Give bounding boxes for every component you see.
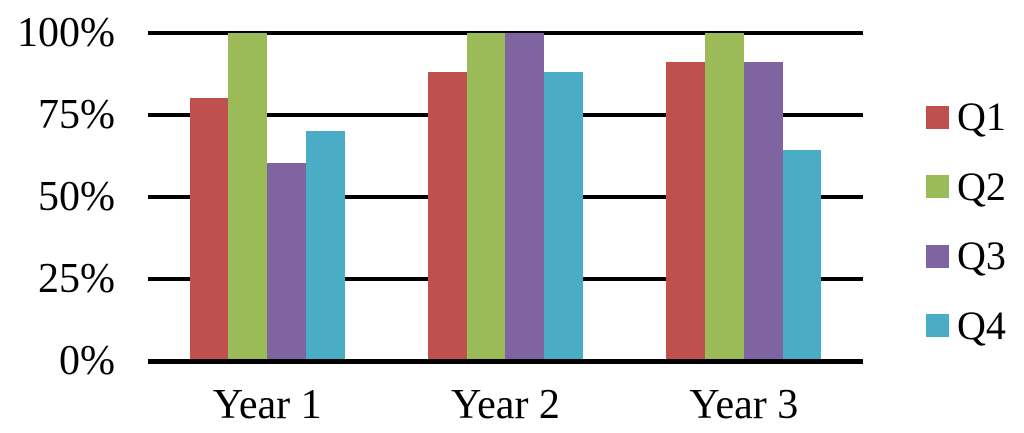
y-tick-label-25: 25% <box>38 256 115 302</box>
bar-q1-year-3 <box>666 62 706 359</box>
legend-item-q2: Q2 <box>926 164 1006 210</box>
bar-q1-year-2 <box>427 72 467 359</box>
x-category-label-year-3: Year 3 <box>689 382 799 428</box>
legend-label-q2: Q2 <box>957 163 1006 209</box>
bar-group-year-2 <box>386 33 624 359</box>
legend-label-q3: Q3 <box>957 233 1006 278</box>
bar-group-year-1 <box>148 33 386 359</box>
bar-q2-year-1 <box>228 33 268 359</box>
legend-swatch-q4 <box>926 314 949 337</box>
x-axis-line <box>148 358 863 364</box>
legend-item-q1: Q1 <box>926 94 1006 140</box>
bar-q3-year-1 <box>267 163 306 359</box>
bar-q2-year-3 <box>705 33 744 359</box>
legend-label-q1: Q1 <box>957 94 1006 139</box>
plot-area <box>148 31 863 364</box>
bar-q1-year-1 <box>189 98 229 359</box>
bar-q4-year-3 <box>782 150 822 359</box>
y-tick-label-0: 0% <box>59 338 115 384</box>
legend-swatch-q2 <box>926 175 949 198</box>
y-tick-label-75: 75% <box>38 92 115 138</box>
bar-q4-year-1 <box>305 130 345 359</box>
bar-q3-year-2 <box>505 33 545 359</box>
bar-q2-year-2 <box>466 33 506 359</box>
x-category-label-year-1: Year 1 <box>212 382 322 428</box>
legend-swatch-q1 <box>926 105 949 129</box>
y-tick-label-100: 100% <box>17 10 115 56</box>
bar-q4-year-2 <box>544 72 583 359</box>
x-category-label-year-2: Year 2 <box>451 382 560 428</box>
bar-q3-year-3 <box>743 62 783 359</box>
legend-label-q4: Q4 <box>957 302 1006 348</box>
legend-swatch-q3 <box>926 244 949 268</box>
legend-item-q4: Q4 <box>926 303 1006 349</box>
y-tick-label-50: 50% <box>38 174 115 220</box>
legend-item-q3: Q3 <box>926 233 1006 279</box>
bar-group-year-3 <box>625 33 863 359</box>
